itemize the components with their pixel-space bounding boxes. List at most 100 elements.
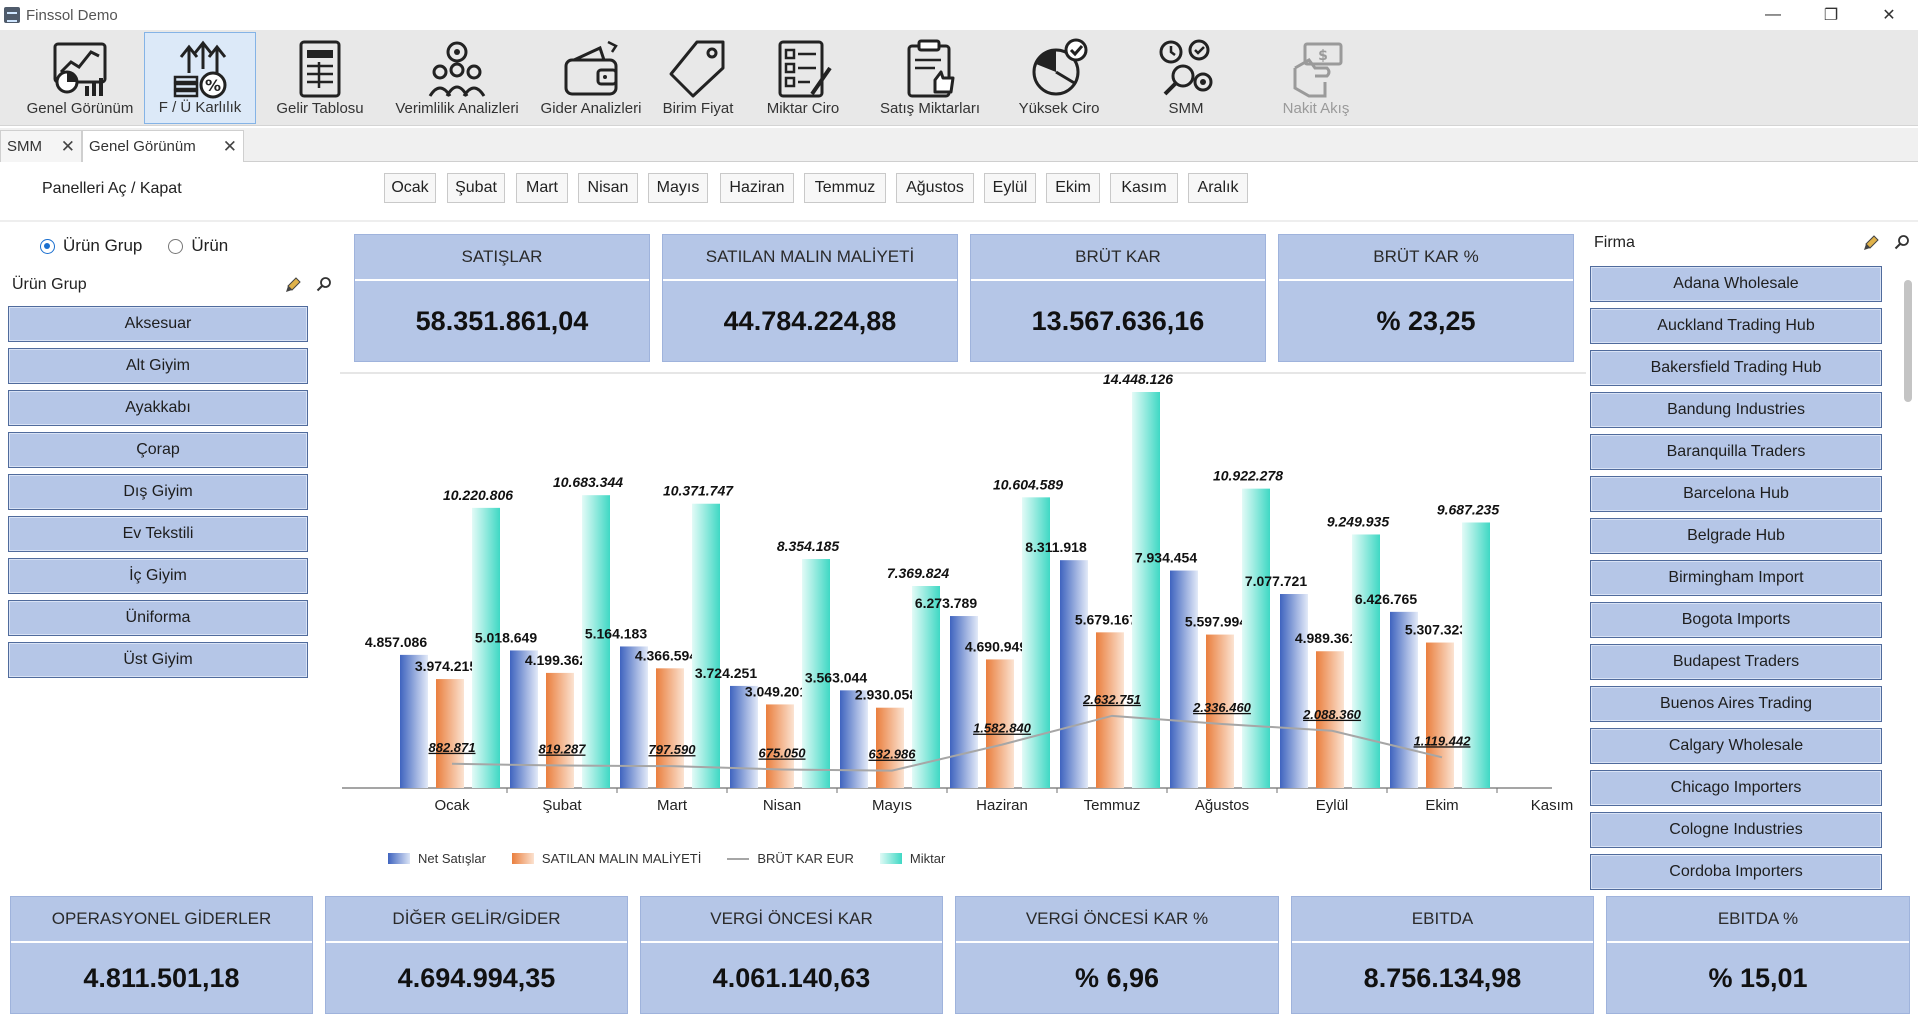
bar-3 — [692, 503, 720, 788]
toolbar-verimlilik[interactable]: Verimlilik Analizleri — [384, 32, 530, 124]
data-label: 9.249.935 — [1327, 513, 1389, 529]
bar-3 — [1242, 488, 1270, 788]
radio-urun-grup[interactable] — [40, 238, 55, 254]
divider — [340, 372, 1586, 374]
kpi-value: % 15,01 — [1708, 962, 1808, 993]
x-tick-label: Temmuz — [1084, 797, 1141, 814]
tab-genel-gorunum[interactable]: Genel Görünüm ✕ — [82, 130, 244, 162]
month-button[interactable]: Ocak — [384, 173, 436, 203]
filter-item[interactable]: Birmingham Import — [1590, 560, 1882, 596]
toolbar-gelir-tablosu[interactable]: Gelir Tablosu — [262, 32, 378, 124]
minimize-button[interactable]: — — [1765, 6, 1781, 23]
close-window-button[interactable]: ✕ — [1882, 7, 1896, 24]
filter-item[interactable]: Calgary Wholesale — [1590, 728, 1882, 764]
data-label: 3.974.215 — [415, 658, 477, 674]
toolbar-miktar-ciro[interactable]: Miktar Ciro — [750, 32, 856, 124]
line-data-label: 2.336.460 — [1192, 700, 1252, 715]
kpi-brut-kar-yuzde: BRÜT KAR % % 23,25 — [1278, 234, 1574, 362]
kpi-title: EBITDA — [1292, 897, 1593, 943]
filter-item[interactable]: Auckland Trading Hub — [1590, 308, 1882, 344]
bar-3 — [912, 586, 940, 788]
close-icon[interactable]: ✕ — [60, 137, 75, 156]
filter-item[interactable]: Bakersfield Trading Hub — [1590, 350, 1882, 386]
month-button[interactable]: Ekim — [1046, 173, 1100, 203]
toolbar-nakit-akis[interactable]: $ Nakit Akış — [1258, 32, 1374, 124]
tab-label: Genel Görünüm — [89, 138, 196, 155]
filter-item[interactable]: Üniforma — [8, 600, 308, 636]
month-button[interactable]: Haziran — [720, 173, 794, 203]
month-button[interactable]: Temmuz — [804, 173, 886, 203]
filter-item[interactable]: Budapest Traders — [1590, 644, 1882, 680]
toolbar-birim-fiyat[interactable]: Birim Fiyat — [652, 32, 744, 124]
cash-hand-icon: $ — [1293, 42, 1343, 98]
toolbar-gider-analizleri[interactable]: Gider Analizleri — [536, 32, 646, 124]
line-data-label: 819.287 — [539, 742, 587, 757]
toolbar-label: F / Ü Karlılık — [158, 99, 242, 116]
bar-1 — [1206, 634, 1234, 788]
month-button[interactable]: Mayıs — [648, 173, 708, 203]
legend-label: SATILAN MALIN MALİYETİ — [541, 851, 702, 866]
toolbar-fu-karlilik[interactable]: % F / Ü Karlılık — [144, 32, 256, 124]
title-bar: Finssol Demo — ❐ ✕ — [0, 0, 1918, 30]
month-button[interactable]: Nisan — [578, 173, 638, 203]
filter-item[interactable]: Üst Giyim — [8, 642, 308, 678]
data-label: 5.018.649 — [475, 629, 537, 645]
legend-item: Net Satışlar — [388, 851, 486, 866]
filter-item[interactable]: Alt Giyim — [8, 348, 308, 384]
search-icon[interactable] — [1894, 234, 1910, 250]
filter-item[interactable]: Ayakkabı — [8, 390, 308, 426]
radio-label: Ürün Grup — [63, 236, 143, 255]
toolbar-satis-miktarlari[interactable]: Satış Miktarları — [862, 32, 998, 124]
filter-item[interactable]: Adana Wholesale — [1590, 266, 1882, 302]
x-tick-label: Mart — [657, 797, 688, 814]
filter-item[interactable]: Aksesuar — [8, 306, 308, 342]
filter-item[interactable]: Baranquilla Traders — [1590, 434, 1882, 470]
maximize-button[interactable]: ❐ — [1823, 7, 1839, 24]
line-data-label: 675.050 — [759, 745, 807, 760]
filter-item[interactable]: Bogota Imports — [1590, 602, 1882, 638]
month-button[interactable]: Eylül — [984, 173, 1036, 203]
data-label: 4.366.594 — [635, 647, 697, 663]
clear-filter-icon[interactable] — [284, 276, 302, 294]
month-button[interactable]: Mart — [516, 173, 568, 203]
legend-swatch — [511, 853, 534, 864]
month-button[interactable]: Ağustos — [896, 173, 974, 203]
filter-item[interactable]: Chicago Importers — [1590, 770, 1882, 806]
radio-urun[interactable] — [168, 238, 184, 254]
filter-item[interactable]: Dış Giyim — [8, 474, 308, 510]
filter-item[interactable]: Belgrade Hub — [1590, 518, 1882, 554]
scrollbar[interactable] — [1904, 280, 1912, 402]
search-icon[interactable] — [316, 276, 332, 292]
filter-item[interactable]: Cologne Industries — [1590, 812, 1882, 848]
toolbar-genel-gorunum[interactable]: Genel Görünüm — [22, 32, 138, 124]
toolbar-smm[interactable]: SMM — [1120, 32, 1252, 124]
bar-3 — [1132, 392, 1160, 788]
legend-swatch — [727, 857, 750, 860]
main-toolbar: Genel Görünüm % F / Ü Karlılık Gelir Tab… — [0, 30, 1918, 126]
panel-toggle-link[interactable]: Panelleri Aç / Kapat — [42, 180, 182, 197]
filter-item[interactable]: Buenos Aires Trading — [1590, 686, 1882, 722]
close-icon[interactable]: ✕ — [222, 137, 237, 156]
legend-label: Miktar — [909, 851, 946, 866]
app-icon — [4, 7, 20, 23]
filter-item[interactable]: Ev Tekstili — [8, 516, 308, 552]
filter-item[interactable]: Bandung Industries — [1590, 392, 1882, 428]
filter-item[interactable]: Barcelona Hub — [1590, 476, 1882, 512]
bar-3 — [1462, 522, 1490, 788]
month-button[interactable]: Kasım — [1110, 173, 1178, 203]
data-label: 4.857.086 — [365, 634, 427, 650]
filter-item[interactable]: Çorap — [8, 432, 308, 468]
tab-smm[interactable]: SMM ✕ — [0, 130, 82, 162]
bar-1 — [876, 707, 904, 788]
kpi-ebitda-yuzde: EBITDA % % 15,01 — [1606, 896, 1910, 1014]
data-label: 10.371.747 — [663, 483, 734, 499]
month-button[interactable]: Aralık — [1188, 173, 1248, 203]
clear-filter-icon[interactable] — [1862, 234, 1880, 252]
filter-item[interactable]: Cordoba Importers — [1590, 854, 1882, 890]
month-button[interactable]: Şubat — [447, 173, 505, 203]
toolbar-yuksek-ciro[interactable]: Yüksek Ciro — [1004, 32, 1114, 124]
toolbar-label: Satış Miktarları — [879, 100, 981, 117]
kpi-title: VERGİ ÖNCESİ KAR — [641, 897, 942, 943]
filter-item[interactable]: İç Giyim — [8, 558, 308, 594]
kpi-title: OPERASYONEL GİDERLER — [11, 897, 312, 943]
